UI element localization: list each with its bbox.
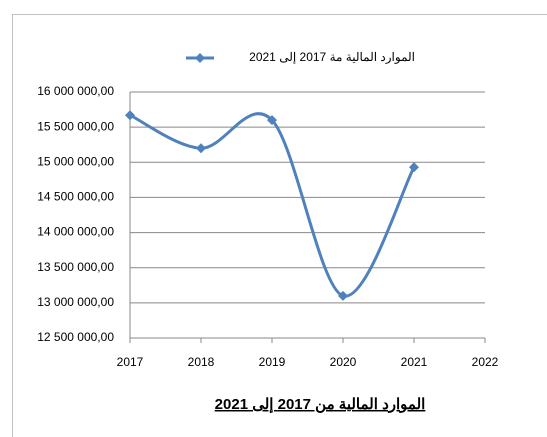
x-tick-label: 2022 bbox=[472, 355, 499, 369]
y-tick-label: 13 500 000,00 bbox=[37, 260, 114, 274]
chart-border bbox=[12, 14, 547, 437]
marker bbox=[338, 290, 348, 301]
x-tick-label: 2020 bbox=[330, 355, 357, 369]
caption: الموارد المالية من 2017 إلى 2021 bbox=[215, 396, 426, 413]
y-tick-label: 14 500 000,00 bbox=[37, 190, 114, 204]
marker bbox=[409, 162, 419, 173]
y-tick-label: 14 000 000,00 bbox=[37, 225, 114, 239]
y-tick-label: 15 500 000,00 bbox=[37, 119, 114, 133]
line bbox=[129, 112, 416, 298]
x-tick-label: 2018 bbox=[188, 355, 215, 369]
marker bbox=[125, 110, 135, 121]
y-tick-label: 13 000 000,00 bbox=[37, 295, 114, 309]
y-tick-label: 16 000 000,00 bbox=[37, 84, 114, 98]
x-tick-label: 2017 bbox=[117, 355, 144, 369]
marker bbox=[267, 115, 277, 126]
x-tick-label: 2021 bbox=[401, 355, 428, 369]
legend-label: الموارد المالية مة 2017 إلى 2021 bbox=[249, 50, 415, 65]
y-tick-label: 12 500 000,00 bbox=[37, 330, 114, 344]
legend-marker bbox=[195, 53, 205, 63]
x-tick-label: 2019 bbox=[259, 355, 286, 369]
y-tick-label: 15 000 000,00 bbox=[37, 154, 114, 168]
marker bbox=[196, 143, 206, 154]
